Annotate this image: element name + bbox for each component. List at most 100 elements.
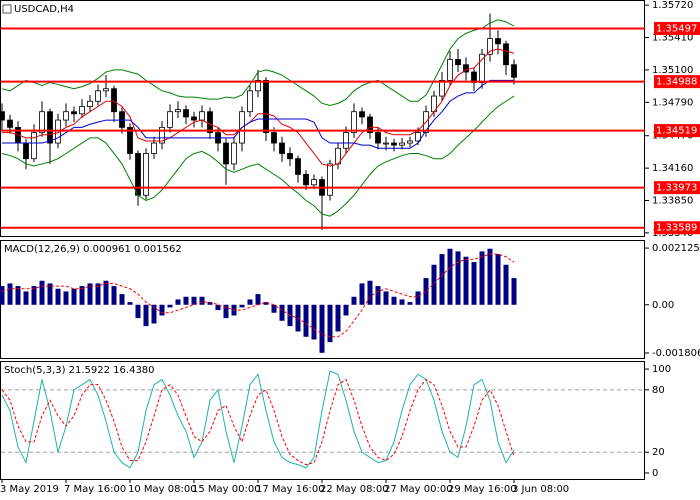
histogram-bar: [191, 296, 197, 305]
candle-body: [351, 111, 357, 134]
histogram-bar: [167, 304, 173, 308]
candle-body: [23, 142, 29, 160]
x-tick-label: 15 May 00:00: [192, 484, 261, 495]
histogram-bar: [383, 291, 389, 305]
candle-body: [143, 153, 149, 196]
y-tick-label: 20: [652, 447, 665, 458]
stoch-panel: [0, 361, 645, 480]
histogram-bar: [311, 304, 317, 340]
y-tick-label: 1.34160: [652, 163, 693, 174]
candle-body: [231, 142, 237, 165]
y-tick-label: 1.35720: [652, 0, 693, 11]
indicator-line: [1, 253, 515, 338]
histogram-bar: [175, 299, 181, 305]
indicator-line: [1, 370, 515, 469]
level-box: [654, 221, 700, 235]
indicator-line: [2, 48, 515, 167]
y-tick-label: 1.33850: [652, 195, 693, 206]
level-label: 1.34988: [656, 77, 697, 88]
histogram-bar: [239, 304, 245, 308]
candle-body: [399, 142, 405, 146]
x-tick-label: 22 May 08:00: [320, 484, 389, 495]
candle-body: [63, 111, 69, 121]
candle-body: [159, 126, 165, 144]
y-tick-label: 1.35410: [652, 33, 693, 44]
histogram-bar: [503, 264, 509, 305]
candle-body: [167, 111, 173, 128]
histogram-bar: [327, 304, 333, 343]
candle-body: [0, 111, 5, 121]
candle-body: [127, 126, 133, 154]
histogram-bar: [7, 283, 13, 305]
histogram-bar: [303, 304, 309, 337]
histogram-bar: [207, 302, 213, 305]
candle-body: [367, 116, 373, 134]
level-box: [654, 181, 700, 195]
x-tick-label: 27 May 00:00: [384, 484, 453, 495]
candle-body: [503, 43, 509, 66]
histogram-bar: [407, 302, 413, 305]
histogram-bar: [263, 302, 269, 305]
histogram-bar: [183, 296, 189, 305]
level-box: [654, 21, 700, 35]
panel-title: USDCAD,H4: [14, 4, 74, 15]
candle-body: [479, 53, 485, 83]
candle-body: [95, 90, 101, 102]
candle-body: [439, 79, 445, 97]
histogram-bar: [247, 299, 253, 305]
histogram-bar: [375, 286, 381, 305]
histogram-bar: [399, 299, 405, 305]
candle-body: [87, 100, 93, 107]
candle-body: [359, 111, 365, 118]
candle-body: [391, 142, 397, 146]
candle-body: [383, 142, 389, 145]
y-tick-label: 100: [652, 364, 671, 375]
y-tick-label: -0.001806: [652, 348, 700, 359]
histogram-bar: [255, 294, 261, 305]
candle-body: [279, 142, 285, 154]
level-box: [654, 124, 700, 138]
histogram-bar: [127, 302, 133, 305]
histogram-bar: [143, 304, 149, 327]
candle-body: [7, 119, 13, 128]
candle-body: [407, 140, 413, 144]
histogram-bar: [71, 288, 77, 305]
histogram-bar: [39, 280, 45, 305]
candle-body: [287, 153, 293, 160]
x-tick-label: 3 Jun 08:00: [512, 484, 569, 495]
histogram-bar: [423, 278, 429, 305]
histogram-bar: [343, 304, 349, 316]
histogram-bar: [103, 280, 109, 305]
candle-body: [447, 59, 453, 81]
histogram-bar: [87, 283, 93, 305]
histogram-bar: [279, 304, 285, 321]
y-tick-label: 0: [652, 468, 658, 479]
histogram-bar: [335, 304, 341, 332]
candle-body: [255, 79, 261, 92]
candle-body: [39, 111, 45, 134]
histogram-bar: [271, 304, 277, 313]
histogram-bar: [135, 304, 141, 319]
histogram-bar: [159, 304, 165, 316]
candle-body: [31, 132, 37, 160]
histogram-bar: [15, 286, 21, 305]
level-box: [654, 75, 700, 89]
histogram-bar: [415, 291, 421, 305]
candle-body: [327, 163, 333, 196]
histogram-bar: [55, 288, 61, 305]
level-label: 1.33973: [656, 183, 697, 194]
x-tick-label: 29 May 16:00: [448, 484, 517, 495]
candle-body: [175, 109, 181, 113]
candle-body: [463, 64, 469, 73]
candle-body: [103, 88, 109, 92]
candle-body: [207, 111, 213, 134]
y-tick-label: 0.00: [652, 300, 674, 311]
candle-body: [271, 132, 277, 144]
x-tick-label: 10 May 08:00: [128, 484, 197, 495]
histogram-bar: [367, 280, 373, 305]
candle-body: [311, 179, 317, 186]
candle-body: [455, 59, 461, 66]
level-label: 1.35497: [656, 23, 697, 34]
indicator-line: [1, 378, 515, 466]
